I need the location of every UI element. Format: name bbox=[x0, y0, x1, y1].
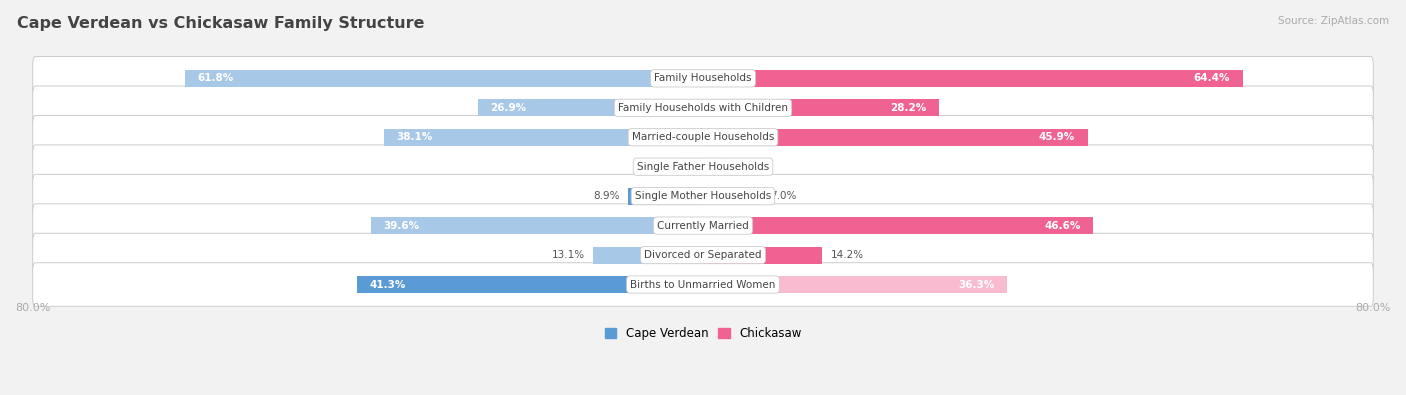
Bar bbox=[357, 276, 703, 293]
Text: 7.0%: 7.0% bbox=[770, 191, 796, 201]
Bar bbox=[703, 129, 1088, 146]
Text: 45.9%: 45.9% bbox=[1039, 132, 1076, 142]
Bar bbox=[593, 246, 703, 263]
Text: 2.8%: 2.8% bbox=[735, 162, 761, 172]
Bar bbox=[478, 99, 703, 117]
Text: Single Mother Households: Single Mother Households bbox=[636, 191, 770, 201]
Text: Family Households: Family Households bbox=[654, 73, 752, 83]
Text: 39.6%: 39.6% bbox=[384, 221, 420, 231]
FancyBboxPatch shape bbox=[32, 115, 1374, 159]
Text: Currently Married: Currently Married bbox=[657, 221, 749, 231]
Text: 14.2%: 14.2% bbox=[831, 250, 863, 260]
Text: 36.3%: 36.3% bbox=[959, 280, 994, 290]
FancyBboxPatch shape bbox=[32, 233, 1374, 277]
FancyBboxPatch shape bbox=[32, 56, 1374, 100]
Bar bbox=[703, 158, 727, 175]
FancyBboxPatch shape bbox=[32, 263, 1374, 306]
Bar bbox=[384, 129, 703, 146]
Text: Family Households with Children: Family Households with Children bbox=[619, 103, 787, 113]
Text: Single Father Households: Single Father Households bbox=[637, 162, 769, 172]
Text: 41.3%: 41.3% bbox=[370, 280, 406, 290]
Text: 13.1%: 13.1% bbox=[551, 250, 585, 260]
Bar bbox=[703, 70, 1243, 87]
Bar bbox=[703, 217, 1094, 234]
Text: 38.1%: 38.1% bbox=[396, 132, 433, 142]
FancyBboxPatch shape bbox=[32, 174, 1374, 218]
Text: 46.6%: 46.6% bbox=[1045, 221, 1081, 231]
Text: 8.9%: 8.9% bbox=[593, 191, 620, 201]
Bar bbox=[186, 70, 703, 87]
Bar bbox=[679, 158, 703, 175]
Bar bbox=[628, 188, 703, 205]
Bar bbox=[703, 99, 939, 117]
Text: Married-couple Households: Married-couple Households bbox=[631, 132, 775, 142]
FancyBboxPatch shape bbox=[32, 145, 1374, 188]
Legend: Cape Verdean, Chickasaw: Cape Verdean, Chickasaw bbox=[600, 323, 806, 345]
FancyBboxPatch shape bbox=[32, 204, 1374, 247]
Bar bbox=[703, 276, 1007, 293]
Text: 61.8%: 61.8% bbox=[198, 73, 233, 83]
Text: 28.2%: 28.2% bbox=[890, 103, 927, 113]
Text: 64.4%: 64.4% bbox=[1194, 73, 1230, 83]
Text: 2.9%: 2.9% bbox=[644, 162, 671, 172]
Bar bbox=[703, 188, 762, 205]
Bar bbox=[703, 246, 823, 263]
Text: 26.9%: 26.9% bbox=[491, 103, 526, 113]
Text: Cape Verdean vs Chickasaw Family Structure: Cape Verdean vs Chickasaw Family Structu… bbox=[17, 16, 425, 31]
Text: Divorced or Separated: Divorced or Separated bbox=[644, 250, 762, 260]
Bar bbox=[371, 217, 703, 234]
Text: Source: ZipAtlas.com: Source: ZipAtlas.com bbox=[1278, 16, 1389, 26]
FancyBboxPatch shape bbox=[32, 86, 1374, 130]
Text: Births to Unmarried Women: Births to Unmarried Women bbox=[630, 280, 776, 290]
